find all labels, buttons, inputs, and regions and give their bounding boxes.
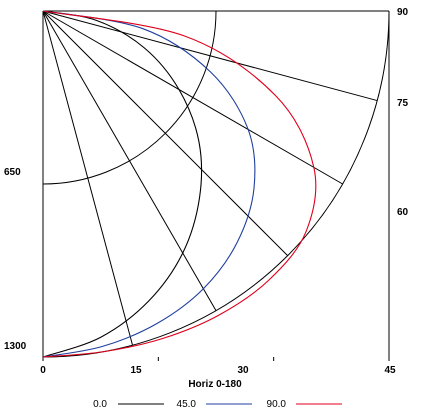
angle-label: 75 [397, 98, 409, 109]
x-tick-label: 30 [237, 365, 249, 376]
series-line-90-0 [42, 10, 317, 358]
legend-label: 90.0 [267, 399, 287, 410]
series-line-0-0 [42, 10, 203, 358]
radius-arc [42, 10, 390, 358]
x-tick-label: 45 [384, 365, 396, 376]
series-line-45-0 [42, 10, 256, 358]
x-tick-label: 15 [130, 365, 142, 376]
angle-label: 90 [397, 7, 409, 18]
legend-label: 0.0 [93, 399, 107, 410]
axis-labels: 0 15 30 45 Horiz 0-180 650 1300 90 75 60 [4, 7, 409, 390]
r-tick-label: 1300 [4, 341, 27, 352]
radius-arc [42, 10, 217, 185]
x-axis-title: Horiz 0-180 [188, 379, 242, 390]
legend: 0.0 45.0 90.0 [93, 399, 342, 410]
x-tick-label: 0 [40, 365, 46, 376]
legend-label: 45.0 [177, 399, 197, 410]
chart-grid [42, 10, 390, 361]
angle-label: 60 [397, 207, 409, 218]
r-tick-label: 650 [4, 167, 21, 178]
series-layer [42, 10, 317, 358]
